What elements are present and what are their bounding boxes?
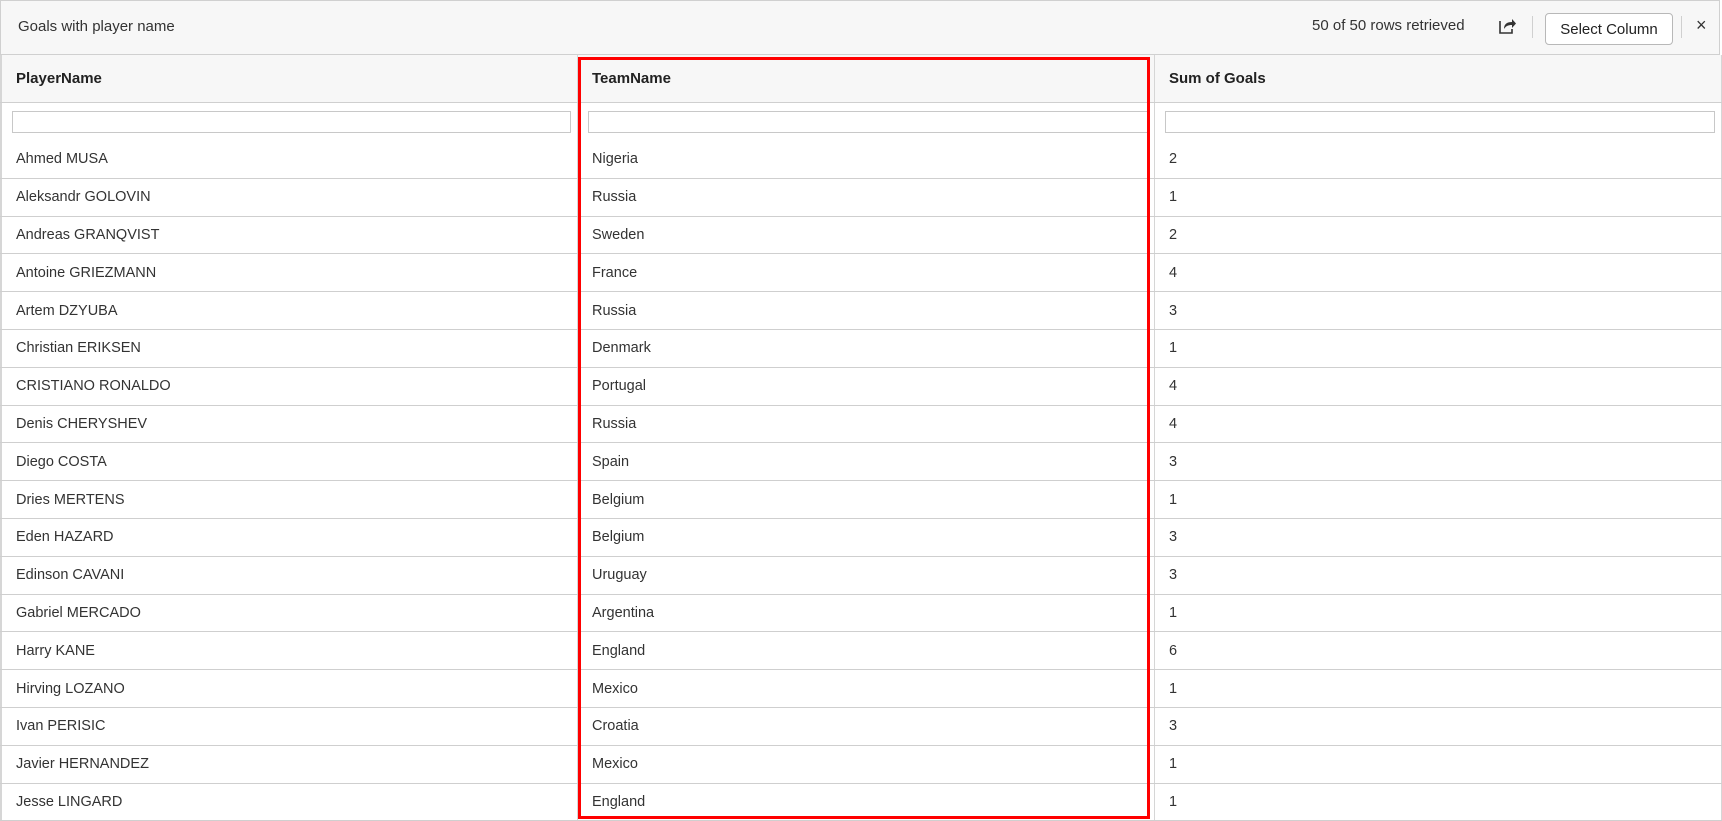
team-name-cell: Portugal [578,367,1155,405]
player-name-cell: Diego COSTA [0,443,578,481]
table-row[interactable]: Christian ERIKSEN Denmark 1 [0,329,1722,368]
team-name-cell: Belgium [578,481,1155,518]
sum-of-goals-cell: 3 [1155,292,1722,329]
table-row[interactable]: Antoine GRIEZMANN France 4 [0,254,1722,293]
table-row[interactable]: Gabriel MERCADO Argentina 1 [0,594,1722,633]
sum-of-goals-cell: 1 [1155,178,1722,216]
team-name-cell: Belgium [578,518,1155,556]
team-name-cell: Argentina [578,594,1155,632]
sum-of-goals-cell: 2 [1155,141,1722,178]
table-row[interactable]: Dries MERTENS Belgium 1 [0,481,1722,519]
team-name-cell: Russia [578,178,1155,216]
sum-of-goals-cell: 2 [1155,216,1722,254]
team-name-cell: England [578,632,1155,670]
grid-toolbar: Goals with player name 50 of 50 rows ret… [0,0,1720,55]
export-icon[interactable] [1498,17,1516,35]
sum-of-goals-cell: 3 [1155,443,1722,481]
table-row[interactable]: Edinson CAVANI Uruguay 3 [0,556,1722,595]
sum-of-goals-cell: 3 [1155,518,1722,556]
grid-title: Goals with player name [18,18,175,35]
sum-of-goals-cell: 1 [1155,670,1722,707]
playername-filter-input[interactable] [12,111,571,133]
team-name-cell: Russia [578,405,1155,443]
divider [1532,16,1533,38]
table-row[interactable]: Harry KANE England 6 [0,632,1722,671]
team-name-cell: Mexico [578,670,1155,707]
table-row[interactable]: Ahmed MUSA Nigeria 2 [0,141,1722,179]
table-row[interactable]: Denis CHERYSHEV Russia 4 [0,405,1722,444]
team-name-cell: Spain [578,443,1155,481]
team-name-cell: Russia [578,292,1155,329]
table-row[interactable]: Jesse LINGARD England 1 [0,783,1722,821]
player-name-cell: Jesse LINGARD [0,783,578,821]
table-row[interactable]: CRISTIANO RONALDO Portugal 4 [0,367,1722,406]
player-name-cell: Dries MERTENS [0,481,578,518]
sum-of-goals-cell: 3 [1155,556,1722,594]
player-name-cell: Christian ERIKSEN [0,329,578,367]
table-row[interactable]: Artem DZYUBA Russia 3 [0,292,1722,330]
player-name-cell: Eden HAZARD [0,518,578,556]
sum-of-goals-cell: 1 [1155,594,1722,632]
sum-of-goals-cell: 1 [1155,329,1722,367]
grid-body: Ahmed MUSA Nigeria 2 Aleksandr GOLOVIN Russi… [0,141,1722,821]
sum-of-goals-cell: 3 [1155,707,1722,745]
team-name-cell: Uruguay [578,556,1155,594]
sum-of-goals-cell: 1 [1155,481,1722,518]
team-name-cell: Mexico [578,745,1155,783]
player-name-cell: CRISTIANO RONALDO [0,367,578,405]
team-name-cell: England [578,783,1155,821]
column-header-playername[interactable]: PlayerName [0,55,578,102]
filter-row [0,103,1722,141]
table-row[interactable]: Hirving LOZANO Mexico 1 [0,670,1722,708]
column-header-row: PlayerName TeamName Sum of Goals [0,55,1722,103]
sum-of-goals-cell: 6 [1155,632,1722,670]
table-row[interactable]: Javier HERNANDEZ Mexico 1 [0,745,1722,784]
divider [1681,16,1682,38]
team-name-cell: Croatia [578,707,1155,745]
sum-of-goals-cell: 1 [1155,745,1722,783]
column-header-sum-of-goals[interactable]: Sum of Goals [1155,55,1722,102]
player-name-cell: Ahmed MUSA [0,141,578,178]
player-name-cell: Andreas GRANQVIST [0,216,578,254]
table-row[interactable]: Diego COSTA Spain 3 [0,443,1722,482]
column-header-teamname[interactable]: TeamName [578,55,1155,102]
team-name-cell: Denmark [578,329,1155,367]
player-name-cell: Denis CHERYSHEV [0,405,578,443]
data-grid: PlayerName TeamName Sum of Goals Ahmed M… [0,55,1722,821]
sum-of-goals-cell: 4 [1155,254,1722,292]
team-name-cell: France [578,254,1155,292]
sum-of-goals-cell: 4 [1155,367,1722,405]
table-row[interactable]: Ivan PERISIC Croatia 3 [0,707,1722,746]
team-name-cell: Nigeria [578,141,1155,178]
select-column-button[interactable]: Select Column [1545,13,1673,45]
teamname-filter-input[interactable] [588,111,1148,133]
player-name-cell: Artem DZYUBA [0,292,578,329]
player-name-cell: Edinson CAVANI [0,556,578,594]
player-name-cell: Antoine GRIEZMANN [0,254,578,292]
player-name-cell: Hirving LOZANO [0,670,578,707]
table-row[interactable]: Eden HAZARD Belgium 3 [0,518,1722,557]
sum-of-goals-filter-input[interactable] [1165,111,1715,133]
player-name-cell: Gabriel MERCADO [0,594,578,632]
sum-of-goals-cell: 1 [1155,783,1722,821]
table-row[interactable]: Andreas GRANQVIST Sweden 2 [0,216,1722,255]
player-name-cell: Javier HERNANDEZ [0,745,578,783]
table-row[interactable]: Aleksandr GOLOVIN Russia 1 [0,178,1722,217]
close-icon[interactable]: × [1696,15,1707,35]
player-name-cell: Ivan PERISIC [0,707,578,745]
rows-retrieved-count: 50 of 50 rows retrieved [1312,17,1465,34]
team-name-cell: Sweden [578,216,1155,254]
player-name-cell: Aleksandr GOLOVIN [0,178,578,216]
player-name-cell: Harry KANE [0,632,578,670]
sum-of-goals-cell: 4 [1155,405,1722,443]
